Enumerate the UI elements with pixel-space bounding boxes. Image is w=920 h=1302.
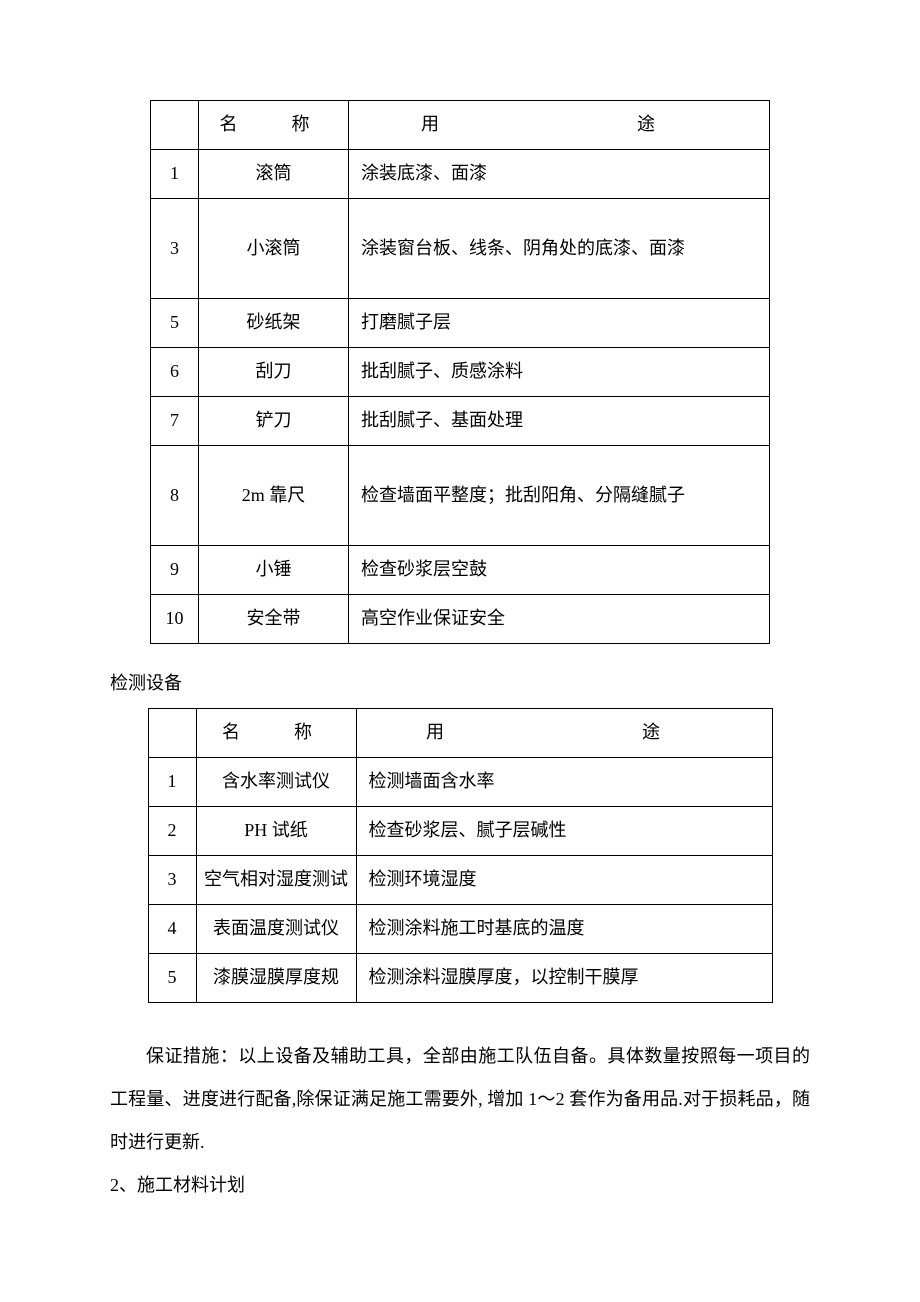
table-row: 4 表面温度测试仪 检测涂料施工时基底的温度 [148, 904, 772, 953]
header-name: 名 称 [199, 101, 349, 150]
inspection-table: 名 称 用 途 1 含水率测试仪 检测墙面含水率 2 PH 试纸 检查砂浆层、腻… [148, 708, 773, 1003]
table-header-row: 名 称 用 途 [151, 101, 770, 150]
table-row: 3 小滚筒 涂装窗台板、线条、阴角处的底漆、面漆 [151, 199, 770, 299]
table-row: 5 漆膜湿膜厚度规 检测涂料湿膜厚度，以控制干膜厚 [148, 953, 772, 1002]
row-use: 检测墙面含水率 [356, 757, 772, 806]
table-row: 9 小锤 检查砂浆层空鼓 [151, 546, 770, 595]
row-num: 3 [148, 855, 196, 904]
table-row: 2 PH 试纸 检查砂浆层、腻子层碱性 [148, 806, 772, 855]
row-num: 5 [148, 953, 196, 1002]
row-num: 1 [151, 150, 199, 199]
table-row: 5 砂纸架 打磨腻子层 [151, 299, 770, 348]
row-use: 检查砂浆层空鼓 [349, 546, 770, 595]
row-use: 检测涂料施工时基底的温度 [356, 904, 772, 953]
row-use: 批刮腻子、质感涂料 [349, 348, 770, 397]
row-name: 刮刀 [199, 348, 349, 397]
row-name: 铲刀 [199, 397, 349, 446]
tools-table: 名 称 用 途 1 滚筒 涂装底漆、面漆 3 小滚筒 涂装窗台板、线条、阴角处的… [150, 100, 770, 644]
row-num: 1 [148, 757, 196, 806]
row-name: 含水率测试仪 [196, 757, 356, 806]
header-name: 名 称 [196, 708, 356, 757]
row-use: 高空作业保证安全 [349, 595, 770, 644]
row-num: 2 [148, 806, 196, 855]
row-num: 3 [151, 199, 199, 299]
row-use: 涂装底漆、面漆 [349, 150, 770, 199]
row-name: 安全带 [199, 595, 349, 644]
row-num: 10 [151, 595, 199, 644]
row-num: 9 [151, 546, 199, 595]
row-use: 打磨腻子层 [349, 299, 770, 348]
table-row: 1 滚筒 涂装底漆、面漆 [151, 150, 770, 199]
row-name: 漆膜湿膜厚度规 [196, 953, 356, 1002]
row-num: 8 [151, 446, 199, 546]
table-row: 7 铲刀 批刮腻子、基面处理 [151, 397, 770, 446]
row-use: 涂装窗台板、线条、阴角处的底漆、面漆 [349, 199, 770, 299]
row-num: 5 [151, 299, 199, 348]
row-name: PH 试纸 [196, 806, 356, 855]
row-use: 检查墙面平整度；批刮阳角、分隔缝腻子 [349, 446, 770, 546]
header-use: 用 途 [349, 101, 770, 150]
row-num: 6 [151, 348, 199, 397]
table-header-row: 名 称 用 途 [148, 708, 772, 757]
table-row: 6 刮刀 批刮腻子、质感涂料 [151, 348, 770, 397]
section-heading: 2、施工材料计划 [110, 1164, 810, 1207]
row-use: 检查砂浆层、腻子层碱性 [356, 806, 772, 855]
row-num: 4 [148, 904, 196, 953]
row-name: 小滚筒 [199, 199, 349, 299]
table-row: 3 空气相对湿度测试 检测环境湿度 [148, 855, 772, 904]
row-use: 批刮腻子、基面处理 [349, 397, 770, 446]
table-row: 1 含水率测试仪 检测墙面含水率 [148, 757, 772, 806]
header-empty [148, 708, 196, 757]
row-name: 表面温度测试仪 [196, 904, 356, 953]
row-use: 检测涂料湿膜厚度，以控制干膜厚 [356, 953, 772, 1002]
row-num: 7 [151, 397, 199, 446]
row-name: 空气相对湿度测试 [196, 855, 356, 904]
row-name: 砂纸架 [199, 299, 349, 348]
row-name: 2m 靠尺 [199, 446, 349, 546]
header-empty [151, 101, 199, 150]
row-use: 检测环境湿度 [356, 855, 772, 904]
table-row: 10 安全带 高空作业保证安全 [151, 595, 770, 644]
table-row: 8 2m 靠尺 检查墙面平整度；批刮阳角、分隔缝腻子 [151, 446, 770, 546]
guarantee-paragraph: 保证措施：以上设备及辅助工具，全部由施工队伍自备。具体数量按照每一项目的工程量、… [110, 1035, 810, 1165]
row-name: 小锤 [199, 546, 349, 595]
row-name: 滚筒 [199, 150, 349, 199]
header-use: 用 途 [356, 708, 772, 757]
section-label: 检测设备 [110, 664, 810, 704]
